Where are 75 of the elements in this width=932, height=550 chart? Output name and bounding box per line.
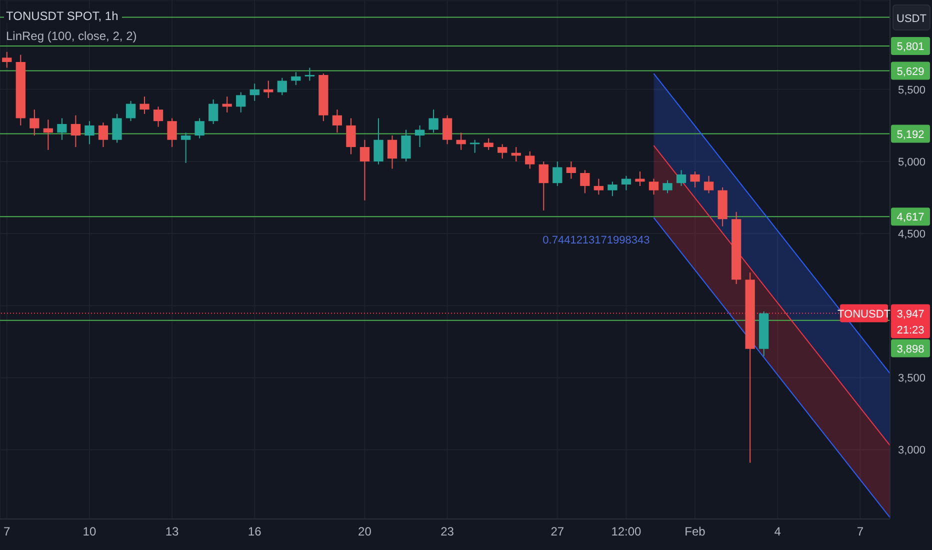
candlestick — [648, 178, 659, 196]
candlestick — [70, 114, 81, 148]
text: TONUSDT SPOT, 1h — [6, 9, 118, 23]
y-tick-label: 3,500 — [898, 372, 926, 385]
candlestick — [98, 122, 108, 148]
y-tick-label: 3,000 — [898, 444, 926, 457]
x-tick-label: 10 — [82, 524, 96, 539]
candlestick — [538, 160, 548, 211]
candlestick — [401, 129, 411, 162]
candlestick — [635, 171, 645, 186]
y-tick-label: 5,000 — [898, 156, 926, 168]
y-tick-label: 4,500 — [898, 228, 926, 240]
candlestick — [346, 118, 356, 155]
ref-line-label: 3,947 — [896, 308, 924, 320]
candlestick — [140, 96, 150, 114]
candlestick — [57, 118, 67, 140]
candlestick — [676, 170, 686, 186]
candlestick — [414, 124, 425, 148]
x-tick-label: 4 — [774, 524, 782, 539]
x-tick-label: 7 — [4, 524, 11, 539]
candlestick — [153, 106, 164, 128]
ref-line-label: 5,629 — [896, 66, 924, 78]
text: LinReg (100, close, 2, 2) — [6, 29, 137, 43]
candlestick — [374, 118, 384, 165]
annotation: 0.7441213171998343 — [542, 234, 650, 247]
x-tick-label: 23 — [440, 524, 454, 539]
candlestick — [428, 109, 438, 134]
candlestick — [30, 109, 40, 136]
candlestick — [264, 80, 274, 99]
ref-line-label: 5,801 — [896, 40, 924, 53]
ref-line-label: 3,898 — [896, 343, 924, 356]
candlestick — [704, 175, 714, 194]
candlestick — [552, 160, 562, 186]
candlestick — [470, 139, 480, 154]
x-tick-label: 27 — [550, 524, 564, 539]
x-tick-label: 16 — [248, 524, 262, 539]
candlestick — [84, 120, 94, 145]
candlestick — [332, 109, 342, 134]
x-tick-label: 7 — [856, 524, 864, 539]
candlestick — [690, 171, 700, 188]
candlestick — [360, 139, 370, 201]
candlestick — [2, 51, 12, 68]
ref-line-label: 5,192 — [896, 128, 924, 141]
candlestick — [194, 118, 204, 139]
candlestick — [484, 138, 494, 150]
candlestick — [608, 181, 618, 197]
text: 21:23 — [896, 324, 924, 336]
x-tick-label: 13 — [165, 524, 180, 539]
candlestick — [456, 132, 466, 150]
candlestick — [43, 119, 53, 150]
candlestick — [180, 132, 191, 164]
candlestick — [621, 175, 632, 191]
candlestick — [167, 118, 177, 148]
candlestick — [208, 98, 218, 124]
candlestick — [442, 114, 452, 145]
candlestick — [304, 67, 314, 82]
candlestick — [566, 160, 576, 180]
candlestick — [580, 170, 590, 194]
candlestick — [662, 180, 672, 194]
candlestick — [498, 144, 508, 160]
x-tick-label: 20 — [358, 524, 372, 539]
candlestick — [291, 72, 301, 86]
candlestick — [126, 100, 136, 122]
candlestick — [277, 77, 287, 96]
candlestick — [250, 83, 260, 102]
x-tick-label: 12:00 — [611, 524, 642, 539]
y-tick-label: 5,500 — [898, 84, 926, 96]
candlestick — [236, 92, 246, 113]
candlestick — [387, 135, 398, 170]
candlestick — [112, 113, 122, 144]
ref-line-label: 4,617 — [896, 212, 924, 224]
text: USDT — [896, 13, 927, 25]
x-tick-label: Feb — [684, 524, 706, 539]
candlestick — [525, 150, 535, 170]
candlestick — [594, 178, 604, 196]
